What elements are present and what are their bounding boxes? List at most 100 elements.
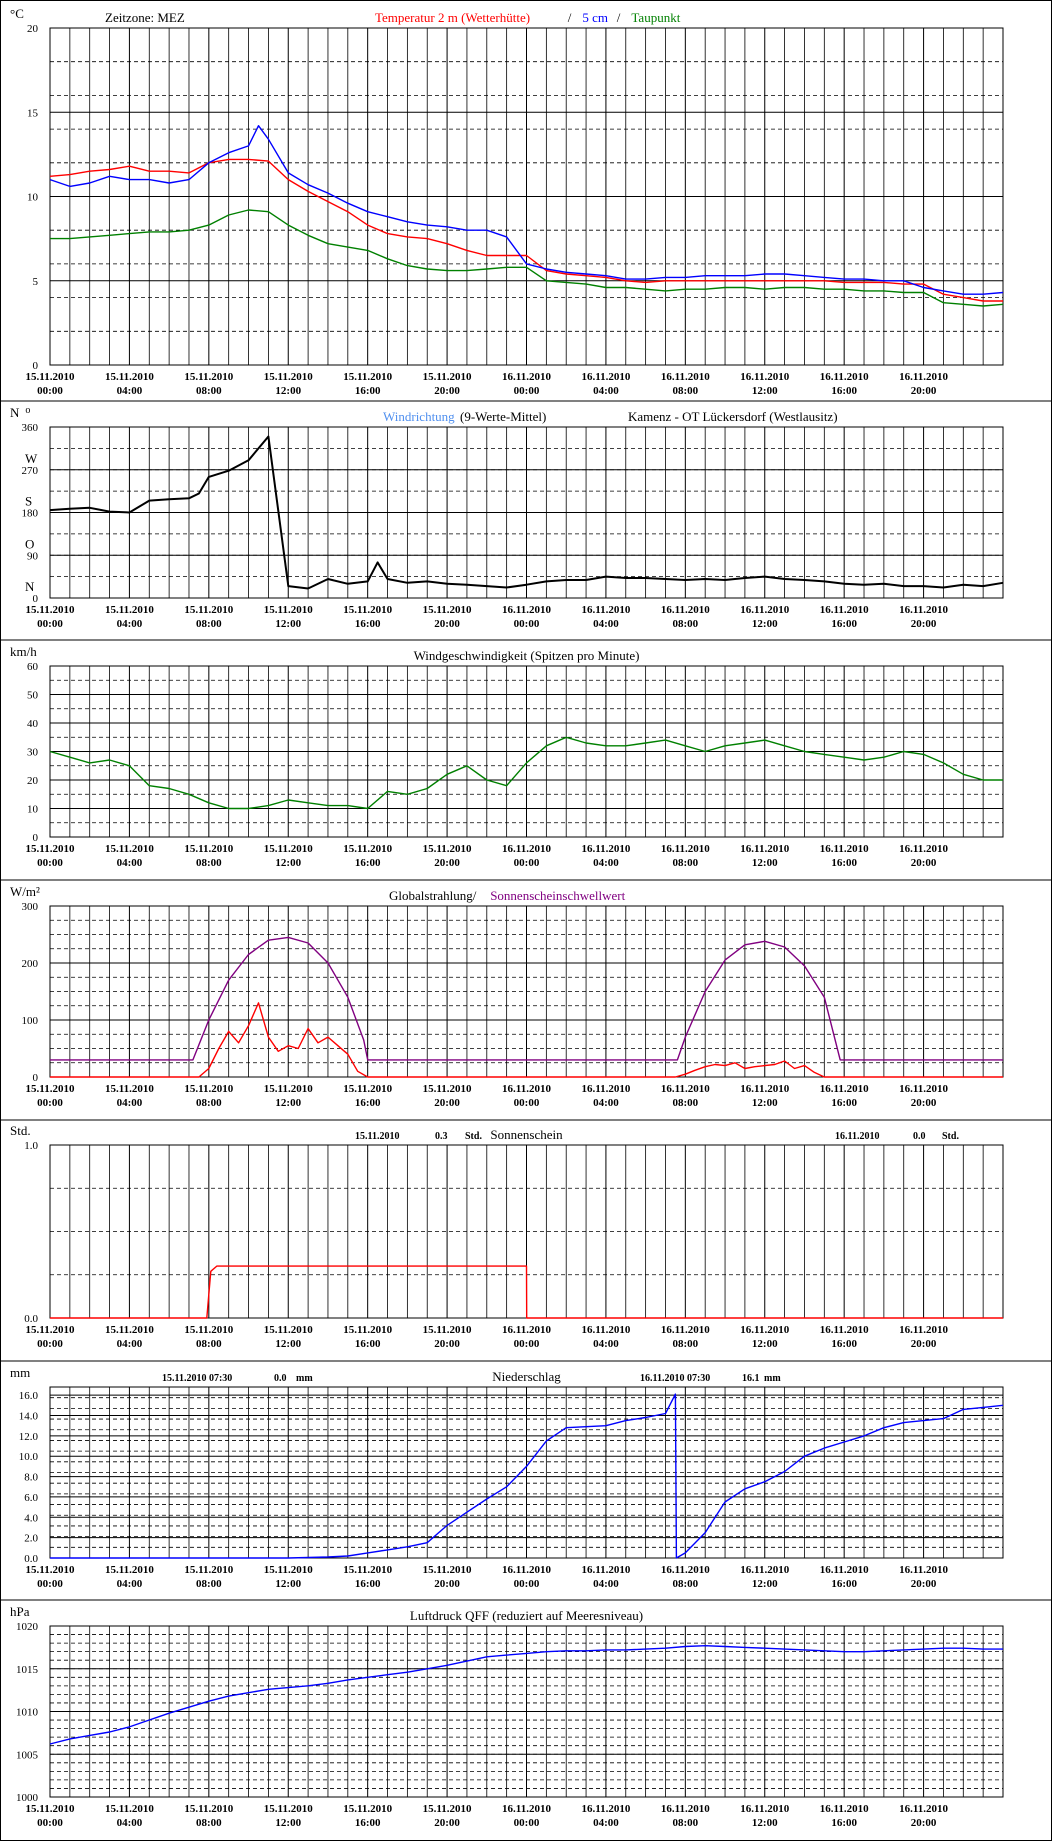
x-tick-date: 16.11.2010 [661,1564,710,1576]
x-tick-date: 15.11.2010 [343,1324,392,1336]
chart-title: Luftdruck QFF (reduziert auf Meeresnivea… [410,1608,643,1623]
x-tick-date: 16.11.2010 [581,1083,630,1095]
x-tick-time: 20:00 [434,1817,460,1829]
title-part: / [568,10,572,25]
y-tick-label: 1000 [16,1792,39,1804]
x-tick-date: 16.11.2010 [740,1083,789,1095]
x-tick-date: 15.11.2010 [26,371,75,383]
x-tick-date: 15.11.2010 [423,1083,472,1095]
x-tick-date: 16.11.2010 [899,1083,948,1095]
x-tick-date: 16.11.2010 [899,843,948,855]
x-tick-date: 16.11.2010 [820,604,869,616]
x-tick-time: 12:00 [752,1097,778,1109]
x-tick-time: 16:00 [355,1338,381,1350]
x-tick-date: 15.11.2010 [105,843,154,855]
day-sum-value: 0.3 [435,1131,448,1142]
title-part: Temperatur 2 m (Wetterhütte) [375,10,530,25]
x-tick-date: 15.11.2010 [264,604,313,616]
x-tick-time: 08:00 [672,857,698,869]
x-tick-date: 15.11.2010 [26,843,75,855]
x-tick-time: 04:00 [593,385,619,397]
y-tick-label: 2.0 [24,1533,38,1545]
x-tick-time: 12:00 [752,1578,778,1590]
x-tick-time: 08:00 [196,1338,222,1350]
x-tick-date: 15.11.2010 [423,1803,472,1815]
x-tick-date: 16.11.2010 [581,604,630,616]
x-tick-time: 04:00 [117,1578,143,1590]
day-sum-date: 16.11.2010 07:30 [640,1373,710,1384]
series-line-global-radiation-1 [50,936,1003,1061]
x-tick-date: 16.11.2010 [581,1803,630,1815]
x-tick-time: 08:00 [196,857,222,869]
x-tick-time: 16:00 [355,1578,381,1590]
y-tick-label: 360 [22,422,39,434]
x-tick-time: 20:00 [911,385,937,397]
x-tick-time: 08:00 [672,1338,698,1350]
x-tick-time: 16:00 [831,857,857,869]
day-sum-date: 15.11.2010 07:30 [162,1373,232,1384]
y-tick-label: 100 [22,1015,39,1027]
x-tick-time: 16:00 [355,385,381,397]
plot-frame [49,426,1004,599]
day-sum-value: 16.1 [742,1373,760,1384]
y-tick-label: 20 [27,775,39,787]
unit-label: W/m² [10,884,40,899]
day-sum-value: 0.0 [274,1373,287,1384]
chart-panel-global-radiation: 0 100 200 300 15.11.2010 00:00 15.11.2010 04:00… [10,884,1004,1109]
title-part: Windrichtung [383,409,455,424]
station-label: Kamenz - OT Lückersdorf (Westlausitz) [628,409,838,424]
x-tick-time: 12:00 [275,618,301,630]
x-tick-time: 08:00 [672,1097,698,1109]
y-tick-label: 5 [33,276,39,288]
x-tick-time: 00:00 [37,1338,63,1350]
y-tick-label: 20 [27,23,39,35]
series-line-global-radiation-0 [50,1002,1003,1078]
x-tick-date: 16.11.2010 [740,604,789,616]
y-tick-label: 8.0 [24,1472,38,1484]
x-tick-date: 16.11.2010 [820,1083,869,1095]
x-tick-date: 16.11.2010 [581,843,630,855]
x-tick-time: 08:00 [196,385,222,397]
x-tick-time: 08:00 [672,1578,698,1590]
x-tick-time: 12:00 [752,857,778,869]
y-tick-label: 4.0 [24,1512,38,1524]
x-tick-time: 20:00 [434,857,460,869]
series-line-temperature-2 [50,209,1004,307]
y-tick-label: 10 [27,192,39,204]
x-tick-date: 16.11.2010 [581,1564,630,1576]
chart-panel-temperature: 0 5 10 15 20 15.11.2010 00:00 15.11.2010 04:00 15… [10,6,1004,397]
x-tick-time: 08:00 [196,1097,222,1109]
x-tick-time: 04:00 [117,857,143,869]
x-tick-date: 16.11.2010 [661,604,710,616]
plot-frame [49,1386,1004,1559]
x-tick-time: 04:00 [593,1097,619,1109]
x-tick-time: 12:00 [275,857,301,869]
x-tick-date: 16.11.2010 [740,1324,789,1336]
y-tick-label: 0 [33,593,39,605]
day-sum-unit: mm [296,1373,313,1384]
x-tick-time: 20:00 [911,618,937,630]
title-part: (9-Werte-Mittel) [460,409,546,424]
chart-panel-air-pressure: 1000 1005 1010 1015 1020 15.11.2010 00:00 15.11… [10,1604,1004,1829]
x-tick-date: 16.11.2010 [502,1803,551,1815]
x-tick-time: 20:00 [434,618,460,630]
x-tick-time: 16:00 [355,1097,381,1109]
x-tick-time: 00:00 [514,1097,540,1109]
x-tick-time: 08:00 [672,618,698,630]
x-tick-time: 08:00 [196,1817,222,1829]
day-sum-date: 16.11.2010 [835,1131,879,1142]
x-tick-date: 15.11.2010 [184,604,233,616]
x-tick-date: 15.11.2010 [26,604,75,616]
x-tick-date: 16.11.2010 [820,371,869,383]
x-tick-date: 15.11.2010 [343,1564,392,1576]
x-tick-time: 04:00 [117,385,143,397]
day-sum-unit: Std. [465,1131,482,1142]
plot-frame [49,27,1004,366]
title-part: / [617,10,621,25]
x-tick-time: 12:00 [275,1097,301,1109]
x-tick-time: 16:00 [831,1578,857,1590]
title-part: Globalstrahlung/ [389,888,477,903]
x-tick-date: 16.11.2010 [740,843,789,855]
x-tick-time: 04:00 [117,1338,143,1350]
